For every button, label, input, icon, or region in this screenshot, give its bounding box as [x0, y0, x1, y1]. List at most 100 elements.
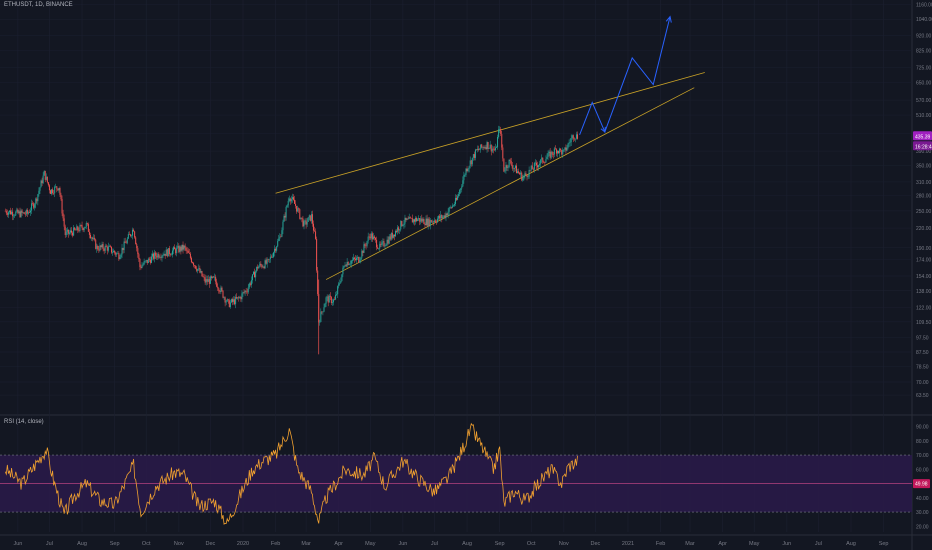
candle-body [439, 215, 441, 219]
candle-body [176, 247, 178, 254]
candle-body [13, 215, 15, 217]
price-tick-label: 154.00 [916, 274, 932, 280]
candle-body [306, 221, 308, 225]
candle-body [367, 236, 369, 242]
candle-body [130, 235, 132, 237]
candle-body [288, 198, 290, 201]
time-tick-label: May [749, 541, 760, 547]
candle-body [484, 147, 486, 149]
candle-body [449, 207, 451, 208]
candle-body [391, 232, 393, 238]
candle-body [86, 223, 88, 225]
candle-body [520, 172, 522, 175]
price-tick-label: 109.50 [916, 320, 932, 326]
candle-body [396, 230, 398, 232]
candle-body [565, 147, 567, 151]
time-tick-label: May [365, 541, 376, 547]
price-axis[interactable]: 1160.00 1040.00 920.00 825.00 725.00 650.00 57… [916, 3, 932, 531]
candle-body [268, 259, 270, 260]
time-tick-label: Dec [590, 541, 600, 547]
time-tick-label: Oct [527, 541, 536, 547]
candle-body [201, 271, 203, 277]
candle-body [20, 210, 22, 218]
candle-body [11, 211, 13, 215]
candle-body [476, 149, 478, 151]
candle-body [45, 176, 47, 180]
symbol-label[interactable]: ETHUSDT, 1D, BINANCE [4, 2, 73, 8]
candle-body [493, 149, 495, 151]
candle-body [145, 259, 147, 262]
candle-body [545, 159, 547, 163]
candle-body [189, 253, 191, 258]
candle-body [98, 249, 100, 251]
candle-body [209, 276, 211, 284]
candle-body [373, 236, 375, 238]
candle-body [194, 265, 196, 266]
candle-body [22, 212, 24, 213]
candle-body [478, 148, 480, 150]
candle-body [425, 218, 427, 226]
candle-body [121, 247, 123, 255]
candle-body [241, 293, 243, 300]
candle-body [244, 290, 246, 293]
candle-body [434, 220, 436, 222]
candle-body [387, 239, 389, 244]
candle-body [329, 295, 331, 297]
candle-body [78, 230, 80, 232]
candle-body [103, 249, 105, 251]
candle-body [160, 257, 162, 258]
candle-body [408, 217, 410, 219]
rsi-label[interactable]: RSI (14, close) [4, 419, 44, 425]
candle-body [544, 162, 546, 163]
candle-body [323, 307, 325, 312]
candle-body [324, 303, 326, 308]
candle-body [488, 148, 490, 149]
candle-body [506, 165, 508, 168]
candle-body [191, 262, 193, 264]
candle-body [71, 230, 73, 233]
candle-body [57, 188, 59, 191]
candle-body [161, 255, 163, 258]
candle-body [164, 253, 166, 256]
candle-body [150, 256, 152, 263]
candle-body [458, 194, 460, 197]
candle-body [353, 257, 355, 259]
countdown-badge [913, 141, 932, 151]
candle-body [85, 223, 87, 227]
candle-body [355, 258, 357, 260]
candle-body [77, 226, 79, 231]
candle-body [84, 226, 86, 229]
candle-body [115, 252, 117, 255]
candle-body [174, 247, 176, 250]
candle-body [302, 218, 304, 227]
candle-body [370, 233, 372, 239]
time-tick-label: Nov [174, 541, 184, 547]
candle-body [83, 228, 85, 231]
candle-body [352, 257, 354, 260]
candle-body [219, 291, 221, 293]
candle-body [58, 187, 60, 191]
candle-body [310, 214, 312, 221]
candle-body [106, 246, 108, 251]
candle-body [99, 245, 101, 251]
time-tick-label: Oct [142, 541, 151, 547]
candle-body [128, 234, 130, 235]
candle-body [181, 244, 183, 251]
candle-body [114, 250, 116, 253]
candle-body [498, 129, 500, 137]
time-axis[interactable]: Jun Jul Aug Sep Oct Nov Dec 2020 Feb Mar Apr May Jun… [13, 541, 888, 547]
candle-body [168, 248, 170, 255]
candle-body [269, 256, 271, 260]
time-tick-label: Jul [815, 541, 822, 547]
candle-body [403, 223, 405, 225]
candle-body [257, 266, 259, 269]
price-tick-label: 390.00 [916, 149, 932, 155]
candle-body [569, 142, 571, 143]
candle-body [361, 250, 363, 258]
candle-body [397, 227, 399, 232]
candle-body [68, 232, 70, 234]
candle-body [499, 129, 501, 130]
candle-body [215, 276, 217, 282]
price-tick-label: 1040.00 [916, 17, 932, 23]
